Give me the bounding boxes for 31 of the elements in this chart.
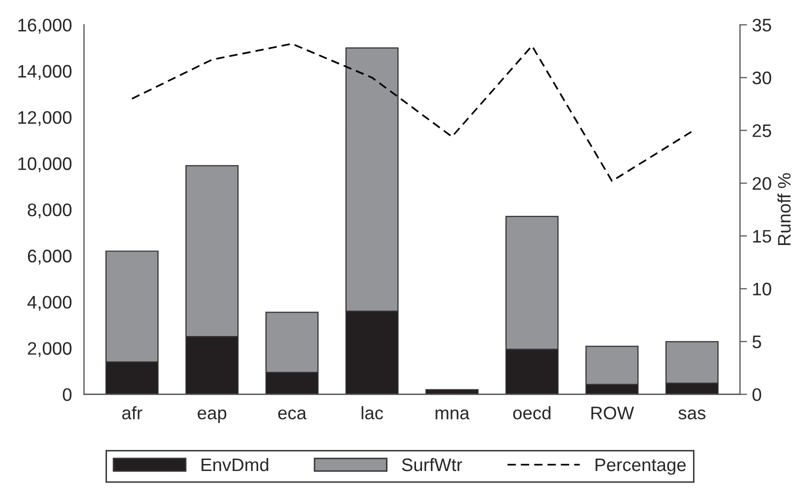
y2-tick-label: 30 [752,72,772,84]
y-tick-label: 2,000 [28,342,72,357]
x-tick-label: afr [122,406,142,420]
x-tick-label: oecd [513,406,550,420]
y2-axis-title: Runoff % [777,173,791,246]
y-tick-label: 14,000 [18,64,72,80]
y-tick-label: 6,000 [28,250,72,265]
y2-tick-label: 25 [752,124,772,138]
y-tick-label: 12,000 [18,111,72,126]
x-tick-label: ROW [591,406,634,420]
x-tick-label: mna [436,409,470,420]
y-tick-label: 10,000 [18,157,72,172]
legend-label: EnvDmd [202,458,268,472]
x-tick-label: eca [278,409,307,420]
bar [425,389,479,394]
y-tick-label: 0 [62,388,72,402]
y2-tick-label: 0 [752,388,762,402]
y2-tick-label: 35 [752,18,772,32]
line-series [131,42,693,182]
x-tick-label: eap [198,409,226,423]
x-tick-label: lac [362,406,384,420]
legend-label: Percentage [596,458,686,475]
x-tick-label: sas [678,409,706,420]
y2-tick-label: 10 [753,282,772,296]
y-tick-label: 16,000 [18,18,72,34]
y-tick-label: 8,000 [28,203,72,218]
y-tick-label: 4,000 [27,296,72,311]
y2-tick-label: 20 [752,177,772,190]
y2-tick-label: 5 [752,336,762,348]
y2-tick-label: 15 [753,230,772,243]
legend-label: SurfWtr [402,458,462,472]
